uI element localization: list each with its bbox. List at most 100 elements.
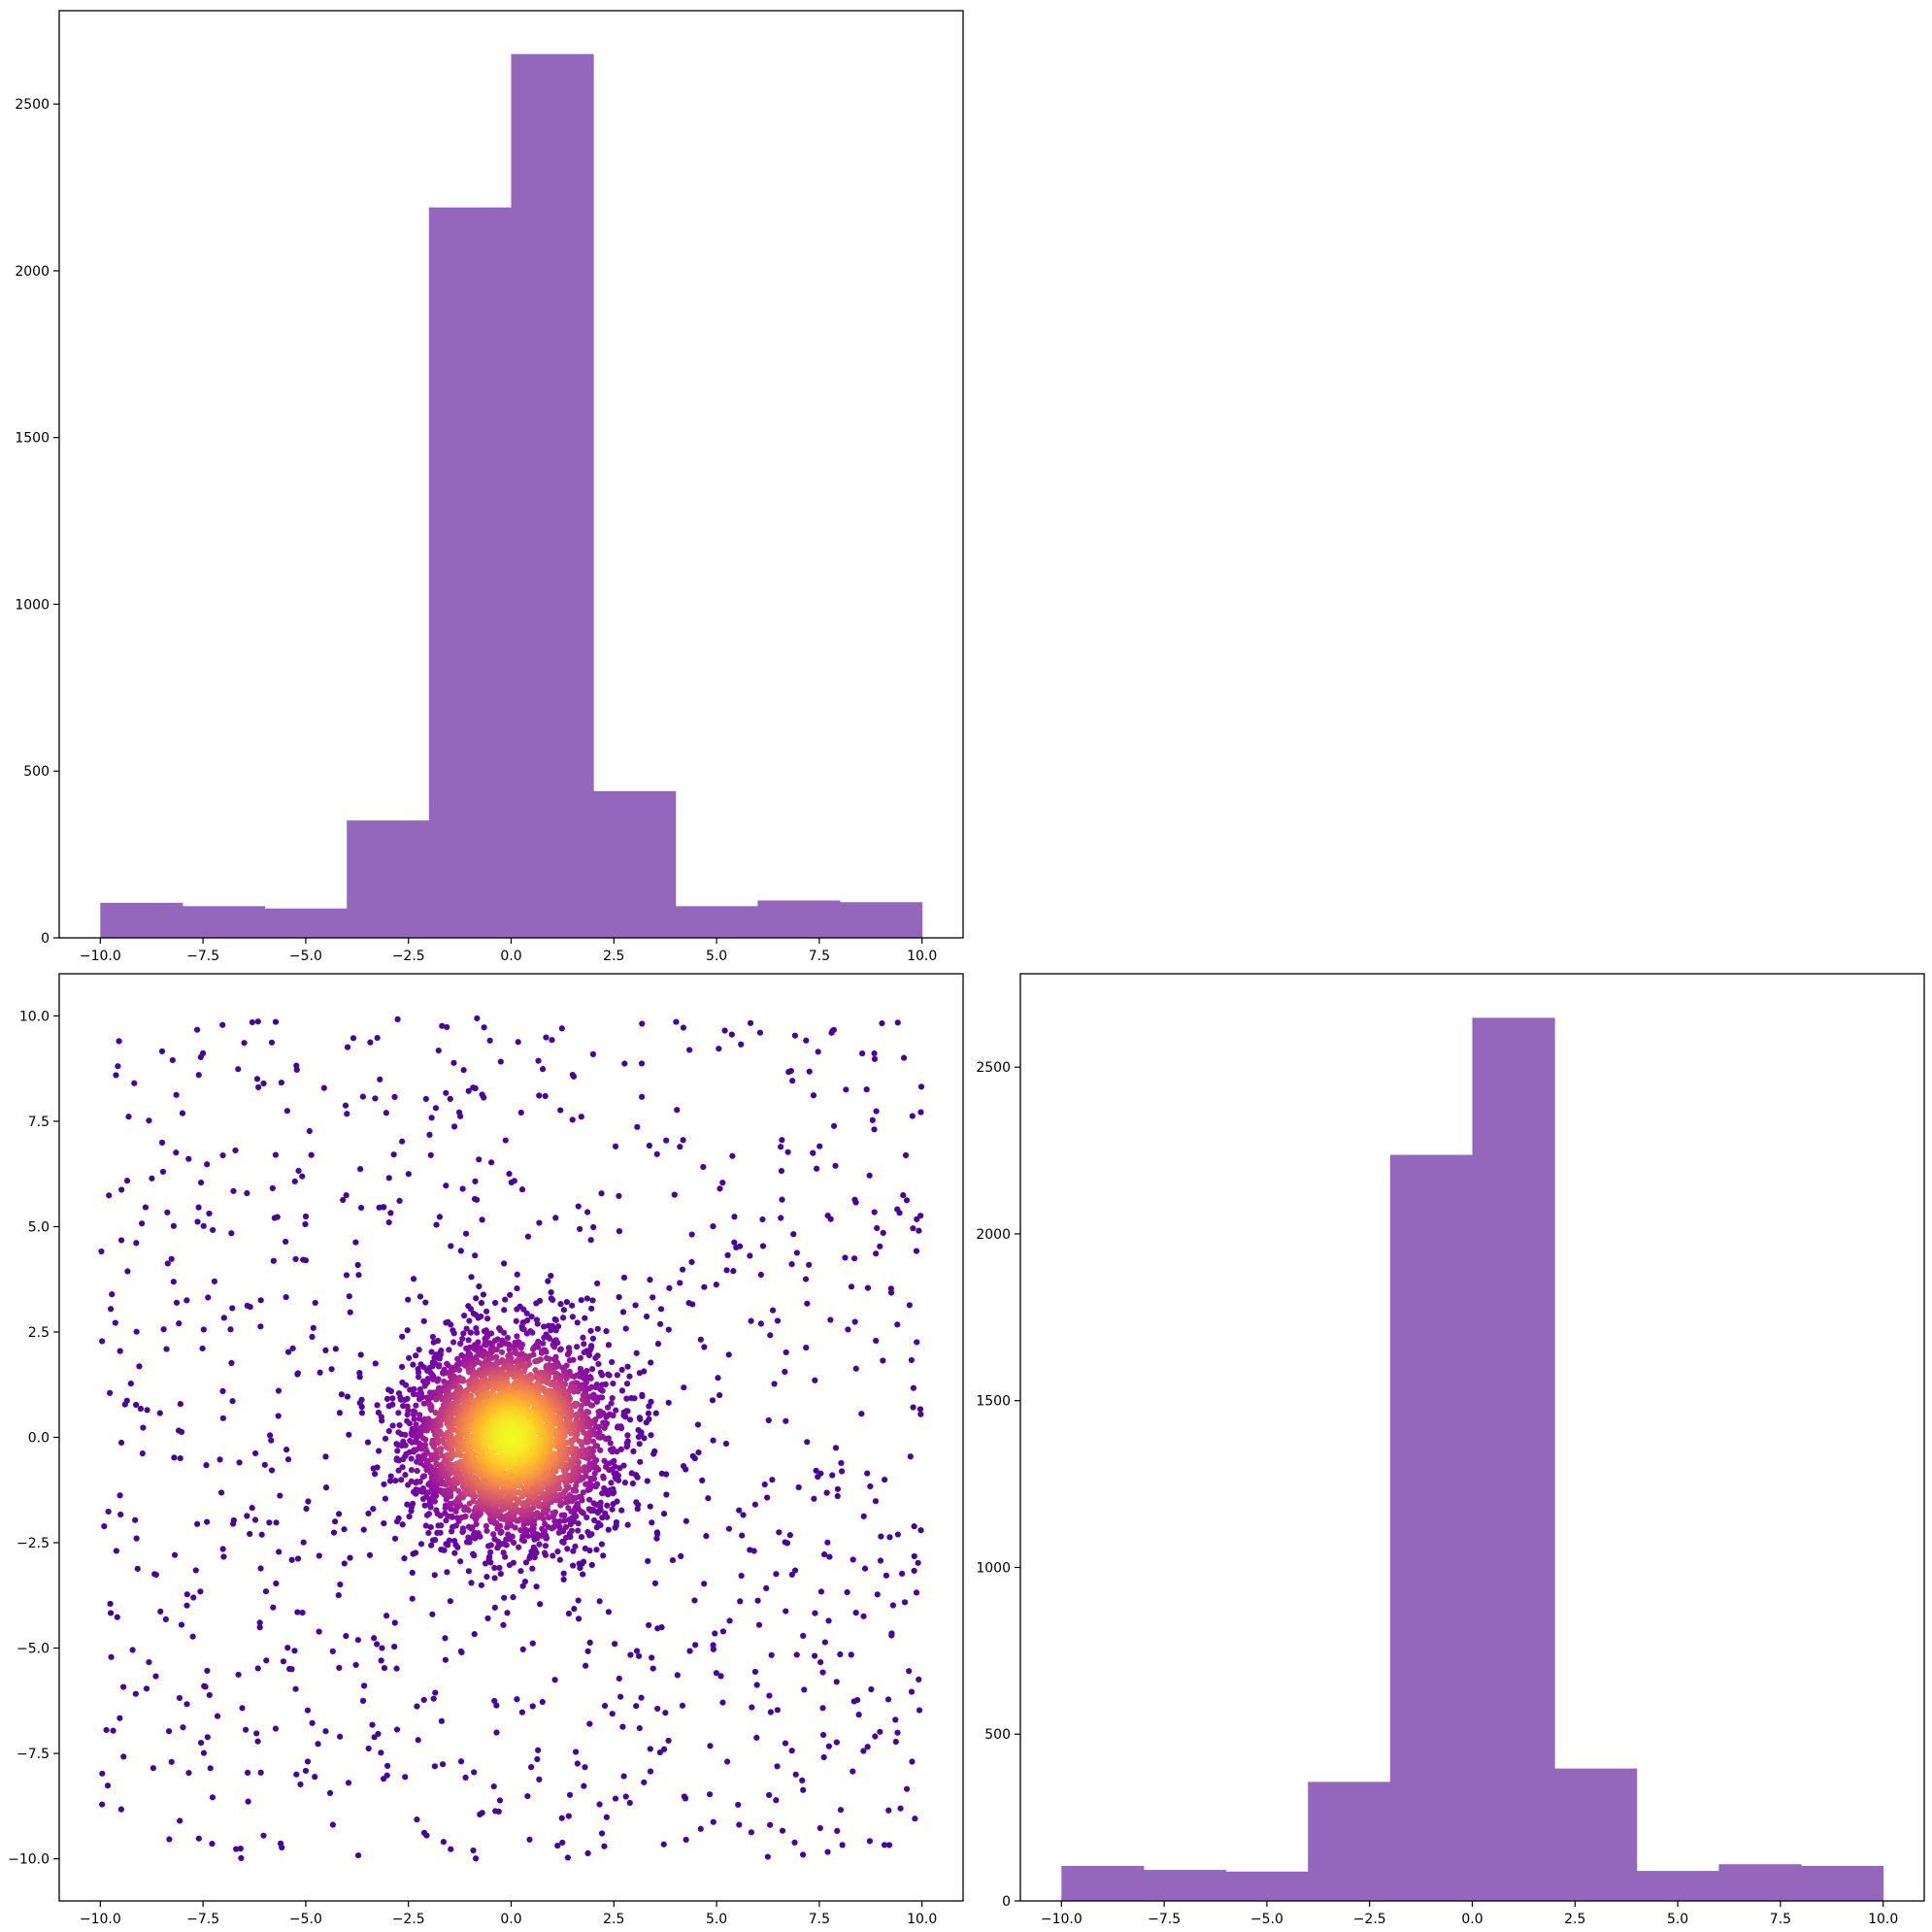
- scatter-point: [899, 1570, 906, 1577]
- scatter-point: [251, 1516, 259, 1523]
- scatter-point: [736, 1507, 743, 1514]
- scatter-point: [599, 1382, 606, 1388]
- scatter-point: [598, 1190, 605, 1197]
- scatter-point: [177, 1454, 183, 1462]
- scatter-point: [418, 1393, 426, 1401]
- scatter-point: [598, 1541, 605, 1548]
- scatter-point: [884, 1696, 892, 1703]
- scatter-point: [423, 1449, 430, 1455]
- scatter-point: [404, 1411, 411, 1418]
- scatter-point: [269, 1184, 276, 1191]
- scatter-point: [390, 1151, 397, 1158]
- scatter-point: [113, 1548, 119, 1554]
- scatter-point: [274, 1214, 281, 1220]
- scatter-point: [372, 1360, 379, 1367]
- scatter-point: [341, 1560, 348, 1567]
- scatter-point: [917, 1109, 924, 1116]
- scatter-point: [176, 1694, 183, 1702]
- scatter-point: [440, 1839, 448, 1846]
- scatter-point: [558, 1512, 565, 1518]
- scatter-point: [536, 1092, 543, 1099]
- scatter-point: [381, 1481, 387, 1487]
- scatter-point: [270, 1257, 277, 1264]
- scatter-point: [811, 1495, 817, 1502]
- scatter-point: [804, 1439, 811, 1446]
- scatter-point: [387, 1473, 394, 1480]
- scatter-point: [500, 1549, 507, 1556]
- scatter-point: [558, 1025, 565, 1032]
- scatter-point: [292, 1685, 299, 1692]
- scatter-point: [160, 1326, 167, 1333]
- scatter-point: [405, 1296, 412, 1303]
- scatter-point: [209, 1794, 217, 1801]
- scatter-point: [374, 1464, 381, 1471]
- scatter-point: [415, 1369, 422, 1376]
- scatter-point: [183, 1591, 190, 1598]
- scatter-point: [486, 1553, 493, 1560]
- scatter-point: [590, 1500, 597, 1507]
- scatter-point: [864, 1744, 871, 1750]
- scatter-point: [117, 1715, 123, 1721]
- scatter-point: [754, 1597, 761, 1604]
- scatter-point: [624, 1521, 631, 1528]
- scatter-point: [783, 1349, 789, 1356]
- scatter-point: [773, 1797, 780, 1804]
- scatter-point: [433, 1221, 440, 1228]
- scatter-point: [869, 1116, 876, 1123]
- scatter-point: [605, 1609, 613, 1616]
- scatter-point: [592, 1354, 599, 1361]
- scatter-point: [725, 1351, 732, 1358]
- scatter-point: [662, 1710, 669, 1716]
- scatter-point: [680, 1137, 686, 1144]
- scatter-point: [585, 1506, 592, 1513]
- scatter-point: [219, 1415, 226, 1421]
- scatter-point: [731, 1239, 738, 1246]
- scatter-point: [697, 1825, 704, 1832]
- scatter-point: [437, 1421, 444, 1429]
- scatter-point: [439, 1022, 446, 1029]
- scatter-point: [908, 1688, 916, 1695]
- scatter-point: [701, 1581, 708, 1587]
- scatter-point: [894, 1206, 901, 1213]
- scatter-point: [565, 1610, 573, 1617]
- scatter-point: [405, 1171, 412, 1178]
- top-hist-y-tick-label: 2000: [15, 264, 50, 280]
- scatter-point: [125, 1114, 132, 1120]
- scatter-point: [106, 1192, 113, 1199]
- scatter-point: [409, 1569, 416, 1577]
- scatter-point: [608, 1480, 615, 1486]
- scatter-point: [520, 1326, 527, 1333]
- scatter-point: [448, 1243, 454, 1249]
- scatter-point: [393, 1665, 400, 1672]
- scatter-point: [414, 1703, 420, 1710]
- scatter-point: [560, 1576, 567, 1583]
- scatter-point: [709, 1397, 716, 1404]
- scatter-point: [561, 1517, 568, 1524]
- scatter-point: [422, 1522, 429, 1529]
- scatter-point: [411, 1385, 417, 1392]
- scatter-point: [237, 1845, 244, 1852]
- scatter-point: [107, 1600, 114, 1608]
- scatter-point: [420, 1473, 428, 1480]
- scatter-point: [469, 1524, 476, 1531]
- scatter-point: [288, 1556, 295, 1563]
- scatter-point: [848, 1283, 855, 1290]
- scatter-point: [312, 1299, 318, 1307]
- scatter-point: [475, 1315, 482, 1321]
- top-hist-bar: [840, 902, 923, 938]
- scatter-point: [310, 1324, 316, 1331]
- scatter-point: [399, 1333, 406, 1340]
- scatter-point: [483, 1522, 489, 1529]
- scatter-point: [280, 1658, 287, 1665]
- scatter-point: [609, 1358, 616, 1366]
- scatter-point: [372, 1095, 379, 1102]
- scatter-point: [779, 1196, 785, 1203]
- scatter-point: [860, 1613, 867, 1619]
- scatter-point: [636, 1724, 643, 1732]
- scatter-point: [430, 1695, 437, 1702]
- scatter-point: [894, 1019, 901, 1026]
- scatter-point: [755, 1621, 763, 1628]
- scatter-point: [316, 1369, 323, 1376]
- scatter-point: [737, 1598, 744, 1605]
- scatter-point: [273, 1519, 280, 1526]
